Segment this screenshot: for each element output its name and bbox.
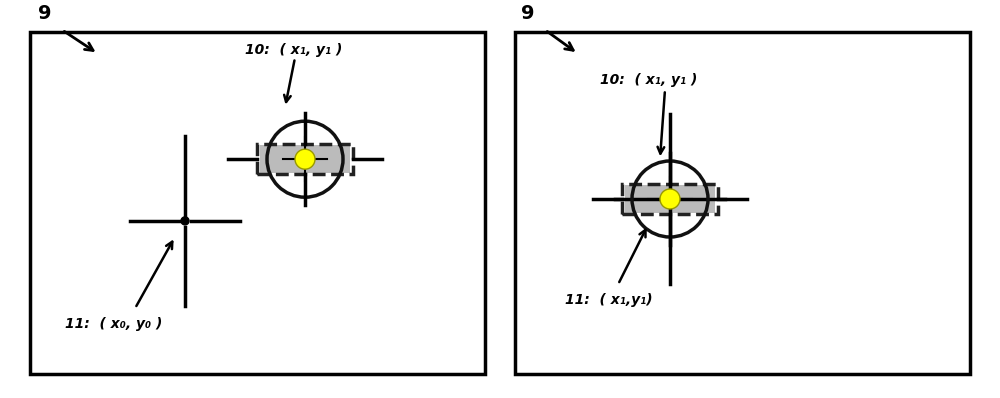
- Ellipse shape: [666, 195, 674, 203]
- Ellipse shape: [295, 149, 315, 169]
- Bar: [30, 32, 485, 374]
- Bar: [625, 185, 715, 213]
- Bar: [515, 32, 970, 374]
- Text: 9: 9: [38, 4, 52, 23]
- Ellipse shape: [660, 189, 680, 209]
- Text: 10:  ( x₁, y₁ ): 10: ( x₁, y₁ ): [245, 43, 342, 57]
- Bar: [260, 145, 350, 173]
- Text: 11:  ( x₀, y₀ ): 11: ( x₀, y₀ ): [65, 317, 162, 332]
- Text: 10:  ( x₁, y₁ ): 10: ( x₁, y₁ ): [600, 72, 697, 87]
- Text: 11:  ( x₁,y₁): 11: ( x₁,y₁): [565, 293, 653, 308]
- Bar: [257, 144, 353, 174]
- Ellipse shape: [181, 217, 189, 225]
- Bar: [622, 184, 718, 214]
- Text: 9: 9: [521, 4, 535, 23]
